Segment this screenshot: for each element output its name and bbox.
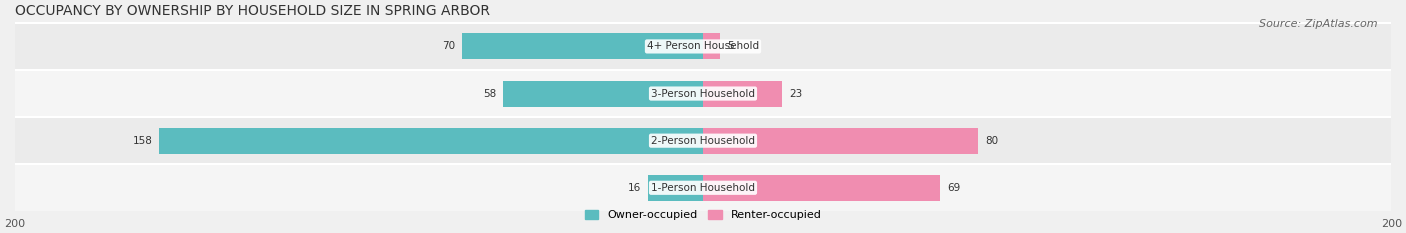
Text: 4+ Person Household: 4+ Person Household [647,41,759,51]
Bar [463,34,703,59]
Bar [703,175,941,201]
Text: OCCUPANCY BY OWNERSHIP BY HOUSEHOLD SIZE IN SPRING ARBOR: OCCUPANCY BY OWNERSHIP BY HOUSEHOLD SIZE… [14,4,489,18]
Bar [14,70,1392,117]
Text: 3-Person Household: 3-Person Household [651,89,755,99]
Text: 58: 58 [484,89,496,99]
Legend: Owner-occupied, Renter-occupied: Owner-occupied, Renter-occupied [585,210,821,220]
Bar [14,23,1392,70]
Text: 23: 23 [789,89,803,99]
Bar [14,164,1392,211]
Text: 2-Person Household: 2-Person Household [651,136,755,146]
Text: 1-Person Household: 1-Person Household [651,183,755,193]
Text: 158: 158 [132,136,152,146]
Text: 69: 69 [948,183,960,193]
Text: 70: 70 [441,41,456,51]
Bar [159,128,703,154]
Bar [14,117,1392,164]
Text: 80: 80 [986,136,998,146]
Bar [703,34,720,59]
Text: 16: 16 [628,183,641,193]
Bar [648,175,703,201]
Bar [703,81,782,106]
Bar [503,81,703,106]
Bar [703,128,979,154]
Text: Source: ZipAtlas.com: Source: ZipAtlas.com [1260,19,1378,29]
Text: 5: 5 [727,41,734,51]
